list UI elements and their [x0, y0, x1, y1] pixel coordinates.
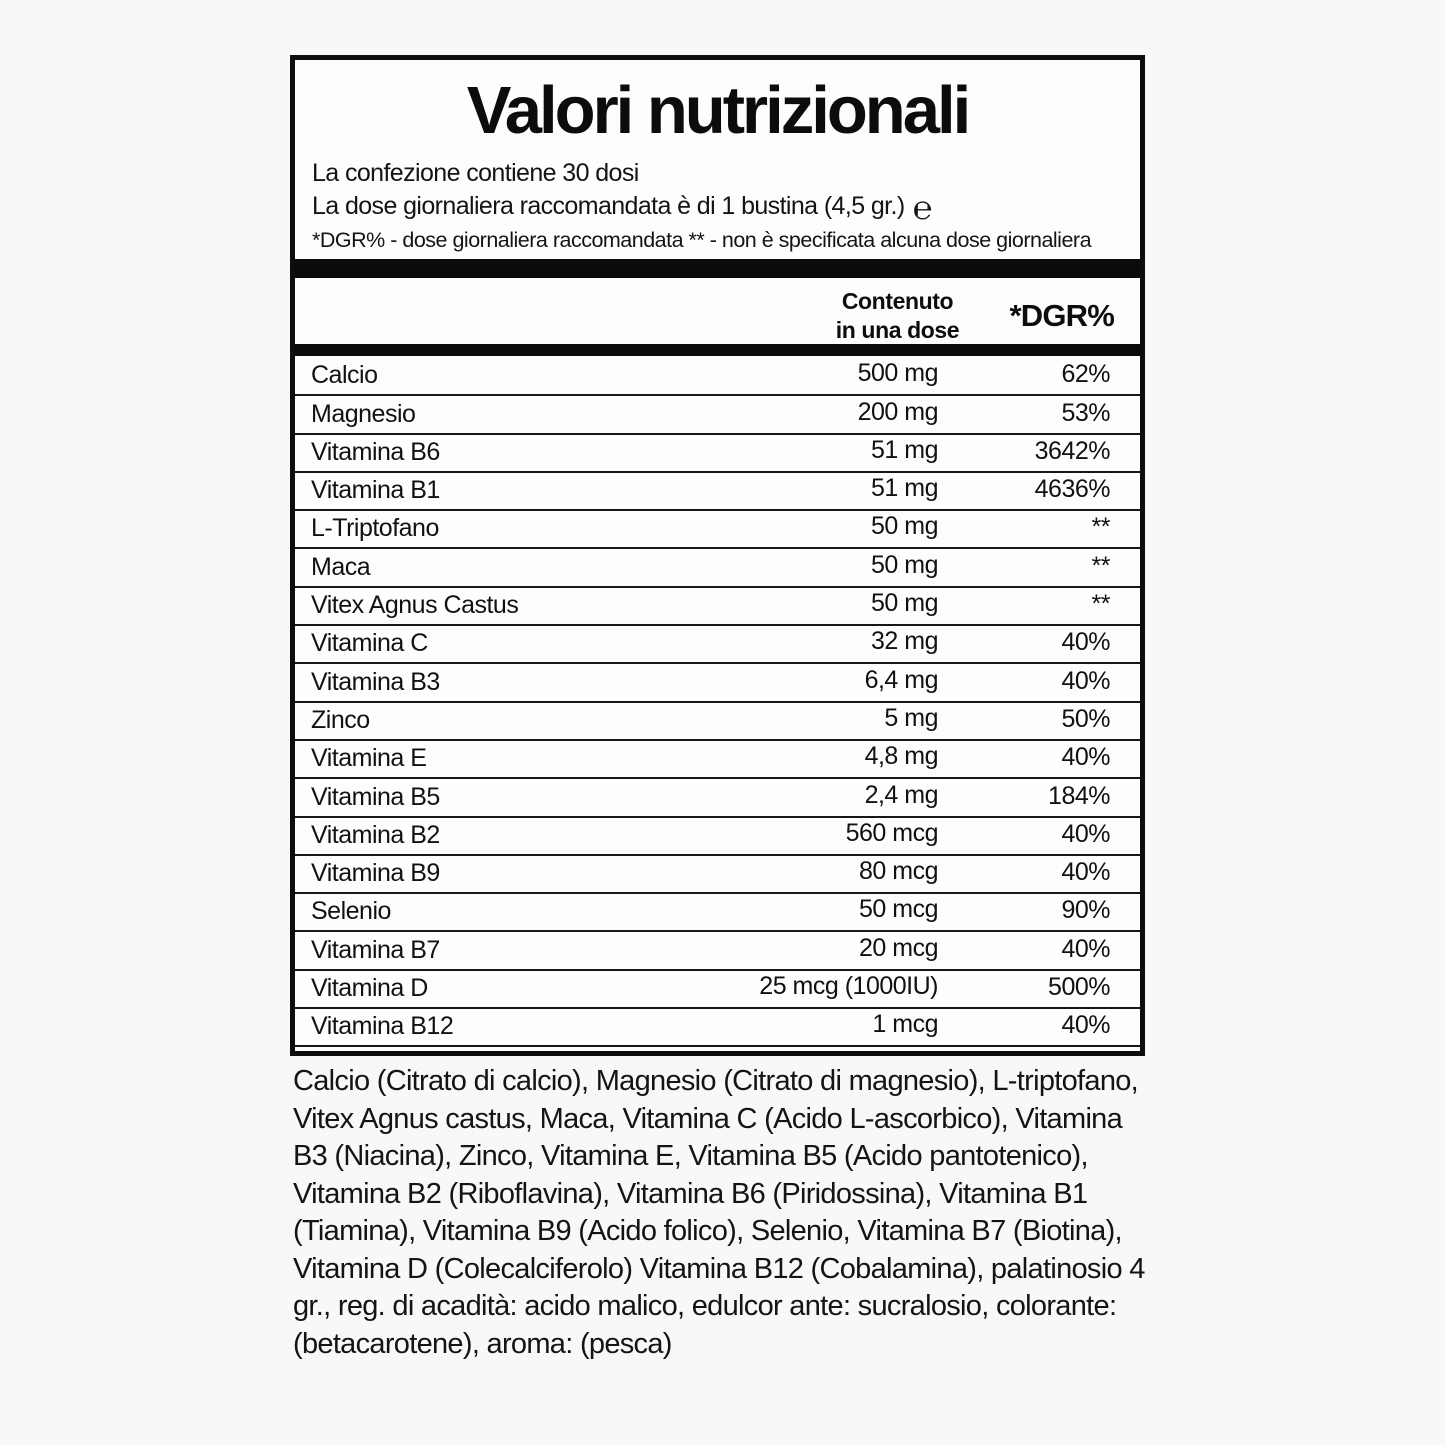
column-header-contenuto-line2: in una dose [835, 317, 960, 343]
row-name: Zinco [311, 705, 370, 734]
row-amount: 50 mg [871, 550, 938, 579]
row-amount: 51 mg [871, 435, 938, 464]
row-dgr: ** [1091, 551, 1111, 580]
table-row: L-Triptofano 50 mg ** [295, 511, 1140, 550]
row-name: Vitamina B7 [311, 935, 440, 964]
nutrition-table-body: Calcio 500 mg 62% Magnesio 200 mg 53% Vi… [295, 358, 1140, 1048]
nutrition-facts-box: Valori nutrizionali La confezione contie… [290, 55, 1145, 1056]
daily-dose-text: La dose giornaliera raccomandata è di 1 … [312, 192, 905, 220]
row-amount: 2,4 mg [864, 780, 939, 809]
row-dgr: 40% [1061, 819, 1110, 848]
table-row: Vitamina B9 80 mcg 40% [295, 856, 1140, 895]
row-amount: 4,8 mg [864, 742, 939, 771]
label-title: Valori nutrizionali [466, 73, 971, 148]
row-amount: 32 mg [871, 627, 938, 656]
row-name: Calcio [311, 361, 378, 390]
row-amount: 25 mcg (1000IU) [759, 972, 938, 1001]
row-amount: 500 mg [857, 359, 939, 388]
ingredients-paragraph: Calcio (Citrato di calcio), Magnesio (Ci… [293, 1065, 1145, 1360]
row-name: Vitamina B3 [311, 667, 440, 696]
table-row: Maca 50 mg ** [295, 549, 1140, 588]
row-dgr: 40% [1061, 1011, 1110, 1040]
row-name: Vitex Agnus Castus [311, 591, 519, 620]
column-header-contenuto: Contenuto in una dose [790, 287, 1005, 345]
table-row: Vitamina B2 560 mcg 40% [295, 818, 1140, 856]
doses-info-line: La confezione contiene 30 dosi [312, 159, 639, 187]
row-dgr: 40% [1061, 628, 1110, 657]
row-name: Selenio [311, 897, 391, 926]
table-row: Vitamina B1 51 mg 4636% [295, 473, 1140, 512]
table-row: Vitamina E 4,8 mg 40% [295, 741, 1140, 780]
row-dgr: 4636% [1034, 475, 1111, 504]
row-name: Magnesio [311, 399, 416, 428]
table-row: Vitamina B12 1 mcg 40% [295, 1009, 1140, 1048]
row-dgr: ** [1091, 590, 1111, 619]
table-row: Vitamina B6 51 mg 3642% [295, 435, 1140, 473]
row-dgr: 40% [1061, 858, 1110, 887]
column-header-dgr: *DGR% [1009, 298, 1114, 333]
row-dgr: 62% [1061, 360, 1110, 389]
row-amount: 20 mcg [859, 933, 938, 962]
table-row: Magnesio 200 mg 53% [295, 396, 1140, 435]
row-dgr: 40% [1061, 934, 1110, 963]
row-name: Vitamina B6 [311, 437, 440, 466]
row-name: Vitamina C [311, 629, 428, 658]
row-dgr: 40% [1061, 666, 1110, 695]
row-amount: 51 mg [871, 474, 938, 503]
table-row: Vitamina B7 20 mcg 40% [295, 932, 1140, 971]
row-name: Vitamina D [311, 974, 428, 1003]
row-amount: 1 mcg [872, 1010, 938, 1039]
row-name: Vitamina B5 [311, 782, 440, 811]
row-dgr: 53% [1061, 398, 1110, 427]
row-name: Vitamina B12 [311, 1012, 454, 1041]
table-row: Vitamina D 25 mcg (1000IU) 500% [295, 971, 1140, 1010]
row-name: Maca [311, 552, 371, 581]
row-name: Vitamina B2 [311, 820, 440, 849]
row-amount: 50 mcg [859, 895, 938, 924]
dgr-footnote-line: *DGR% - dose giornaliera raccomandata **… [312, 228, 1092, 252]
row-amount: 560 mcg [845, 818, 939, 847]
row-amount: 80 mcg [859, 857, 938, 886]
row-amount: 50 mg [871, 512, 938, 541]
row-amount: 5 mg [884, 703, 938, 732]
table-row: Vitamina C 32 mg 40% [295, 626, 1140, 665]
column-header-contenuto-line1: Contenuto [841, 288, 954, 314]
header-divider-bar-thick [295, 259, 1140, 278]
table-row: Calcio 500 mg 62% [295, 358, 1140, 397]
daily-dose-info-line: La dose giornaliera raccomandata è di 1 … [312, 191, 932, 224]
row-amount: 50 mg [871, 589, 938, 618]
table-row: Selenio 50 mcg 90% [295, 894, 1140, 933]
row-dgr: 90% [1061, 896, 1110, 925]
table-row: Vitamina B3 6,4 mg 40% [295, 664, 1140, 703]
row-dgr: ** [1091, 513, 1111, 542]
table-row: Vitamina B5 2,4 mg 184% [295, 779, 1140, 818]
row-dgr: 3642% [1034, 436, 1111, 465]
row-name: L-Triptofano [311, 514, 439, 543]
row-name: Vitamina B1 [311, 476, 440, 505]
table-row: Vitex Agnus Castus 50 mg ** [295, 588, 1140, 627]
row-amount: 200 mg [857, 397, 939, 426]
row-dgr: 184% [1048, 781, 1110, 810]
row-dgr: 50% [1061, 704, 1110, 733]
row-name: Vitamina E [311, 744, 427, 773]
estimated-sign-symbol: ℮ [912, 189, 933, 226]
row-amount: 6,4 mg [864, 665, 939, 694]
table-row: Zinco 5 mg 50% [295, 703, 1140, 741]
row-dgr: 500% [1048, 973, 1110, 1002]
row-dgr: 40% [1061, 743, 1110, 772]
row-name: Vitamina B9 [311, 859, 440, 888]
header-divider-bar-thin [295, 344, 1140, 356]
